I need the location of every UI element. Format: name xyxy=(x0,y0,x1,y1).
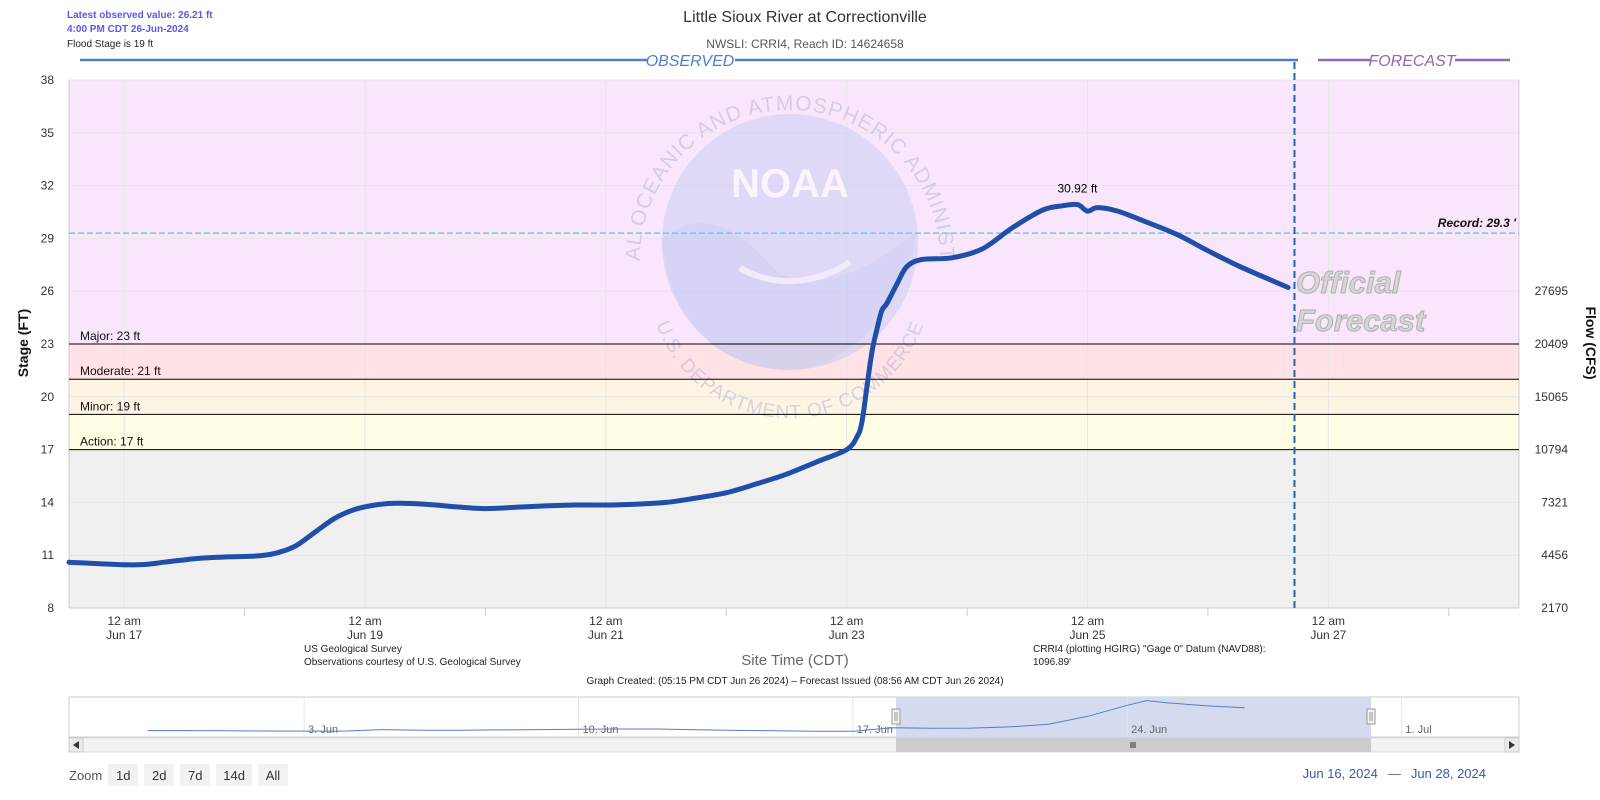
x-tick-label-time: 12 am xyxy=(589,614,622,628)
zoom-14d-button[interactable]: 14d xyxy=(216,764,252,786)
x-tick-label-date: Jun 17 xyxy=(106,628,142,642)
record-label: Record: 29.3 ' xyxy=(1438,216,1517,230)
flood-stage-text: Flood Stage is 19 ft xyxy=(67,39,153,50)
threshold-label: Minor: 19 ft xyxy=(80,399,141,413)
forecast-label: FORECAST xyxy=(1368,53,1456,70)
flow-tick-label: 4456 xyxy=(1541,548,1568,562)
zoom-bar: Zoom 1d 2d 7d 14d All xyxy=(69,764,294,786)
observed-label: OBSERVED xyxy=(646,53,735,70)
x-tick-label-time: 12 am xyxy=(1312,614,1345,628)
y-tick-label: 38 xyxy=(41,73,55,87)
x-tick-label-date: Jun 21 xyxy=(588,628,624,642)
flow-tick-label: 10794 xyxy=(1535,443,1569,457)
date-range: Jun 16, 2024 — Jun 28, 2024 xyxy=(1303,766,1486,781)
y-tick-label: 35 xyxy=(41,126,55,140)
navigator-label: 17. Jun xyxy=(857,724,893,736)
latest-time-text: 4:00 PM CDT 26-Jun-2024 xyxy=(67,24,189,35)
x-tick-label-time: 12 am xyxy=(348,614,381,628)
y-tick-label: 8 xyxy=(47,601,54,615)
chart-subtitle: NWSLI: CRRI4, Reach ID: 14624658 xyxy=(706,37,904,51)
zoom-label: Zoom xyxy=(69,767,103,783)
flow-tick-label: 15065 xyxy=(1535,390,1569,404)
graph-created-text: Graph Created: (05:15 PM CDT Jun 26 2024… xyxy=(586,676,1003,687)
navigator-right-handle[interactable] xyxy=(1366,708,1376,725)
y-tick-label: 23 xyxy=(41,337,55,351)
zoom-all-button[interactable]: All xyxy=(257,764,288,786)
y-tick-label: 29 xyxy=(41,231,55,245)
y-axis-flow: 2170 4456 7321 10794 15065 20409 27695 xyxy=(1535,284,1569,615)
threshold-label: Action: 17 ft xyxy=(80,435,144,449)
navigator-series-line xyxy=(147,700,1245,732)
y-axis-title: Stage (FT) xyxy=(15,309,31,377)
y-tick-label: 11 xyxy=(42,548,55,562)
navigator-label: 24. Jun xyxy=(1131,724,1167,736)
official-forecast-line2: Forecast xyxy=(1296,303,1427,338)
x-tick-label-date: Jun 27 xyxy=(1310,628,1346,642)
zoom-2d-button[interactable]: 2d xyxy=(144,764,175,786)
scroll-right-button[interactable] xyxy=(1504,737,1520,753)
y-axis-right-title: Flow (CFS) xyxy=(1583,306,1599,379)
x-axis-title: Site Time (CDT) xyxy=(741,652,849,669)
x-tick-label-date: Jun 23 xyxy=(829,628,865,642)
y-tick-label: 20 xyxy=(41,390,55,404)
zoom-1d-button[interactable]: 1d xyxy=(108,764,139,786)
flood-threshold-lines: Action: 17 ft Minor: 19 ft Moderate: 21 ft… xyxy=(69,329,1519,451)
x-tick-label-time: 12 am xyxy=(108,614,141,628)
x-tick-label-date: Jun 19 xyxy=(347,628,383,642)
source-line-2: Observations courtesy of U.S. Geological… xyxy=(304,657,521,668)
flow-tick-label: 20409 xyxy=(1535,337,1569,351)
record-line: Record: 29.3 ' xyxy=(69,216,1519,234)
arrow-right-icon xyxy=(1509,741,1515,749)
stage-series: 30.92 ft xyxy=(66,182,1291,568)
band-1 xyxy=(69,414,1519,450)
navigator-left-handle[interactable] xyxy=(891,708,901,725)
flow-tick-label: 27695 xyxy=(1535,284,1569,298)
arrow-left-icon xyxy=(73,741,79,749)
x-tick-label-date: Jun 25 xyxy=(1069,628,1105,642)
peak-label: 30.92 ft xyxy=(1057,182,1098,196)
threshold-label: Moderate: 21 ft xyxy=(80,364,161,378)
official-forecast-stamp: Official Forecast xyxy=(1296,265,1428,339)
y-tick-label: 26 xyxy=(41,284,55,298)
navigator[interactable]: 3. Jun 10. Jun 17. Jun 24. Jun 1. Jul xyxy=(68,696,1520,738)
y-tick-label: 17 xyxy=(41,443,55,457)
stage-line xyxy=(66,201,1291,568)
range-to[interactable]: Jun 28, 2024 xyxy=(1410,766,1486,781)
period-header: OBSERVED FORECAST xyxy=(80,53,1510,70)
source-line-1: US Geological Survey xyxy=(304,644,402,655)
official-forecast-line1: Official xyxy=(1296,265,1402,300)
threshold-label: Major: 23 ft xyxy=(80,329,141,343)
noaa-logo-text: NOAA xyxy=(731,162,849,206)
x-tick-label-time: 12 am xyxy=(1071,614,1104,628)
navigator-label: 3. Jun xyxy=(308,724,338,736)
flow-tick-label: 2170 xyxy=(1541,601,1568,615)
datum-line-2: 1096.89' xyxy=(1033,657,1071,668)
range-dash: — xyxy=(1387,766,1401,781)
navigator-label: 1. Jul xyxy=(1405,724,1431,736)
zoom-7d-button[interactable]: 7d xyxy=(180,764,211,786)
y-axis-stage: 8 11 14 17 20 23 26 29 32 35 38 xyxy=(41,73,55,615)
datum-line-1: CRRI4 (plotting HGIRG) "Gage 0" Datum (N… xyxy=(1033,644,1266,655)
y-tick-label: 14 xyxy=(41,495,55,509)
navigator-label: 10. Jun xyxy=(582,724,618,736)
scroll-left-button[interactable] xyxy=(68,737,84,753)
latest-value-text: Latest observed value: 26.21 ft xyxy=(67,10,213,21)
y-tick-label: 32 xyxy=(41,179,55,193)
range-from[interactable]: Jun 16, 2024 xyxy=(1302,766,1378,781)
navigator-scrollbar[interactable] xyxy=(68,737,1520,753)
band-0 xyxy=(69,449,1519,608)
chart-title: Little Sioux River at Correctionville xyxy=(683,9,927,26)
flow-tick-label: 7321 xyxy=(1541,495,1568,509)
x-tick-label-time: 12 am xyxy=(830,614,863,628)
